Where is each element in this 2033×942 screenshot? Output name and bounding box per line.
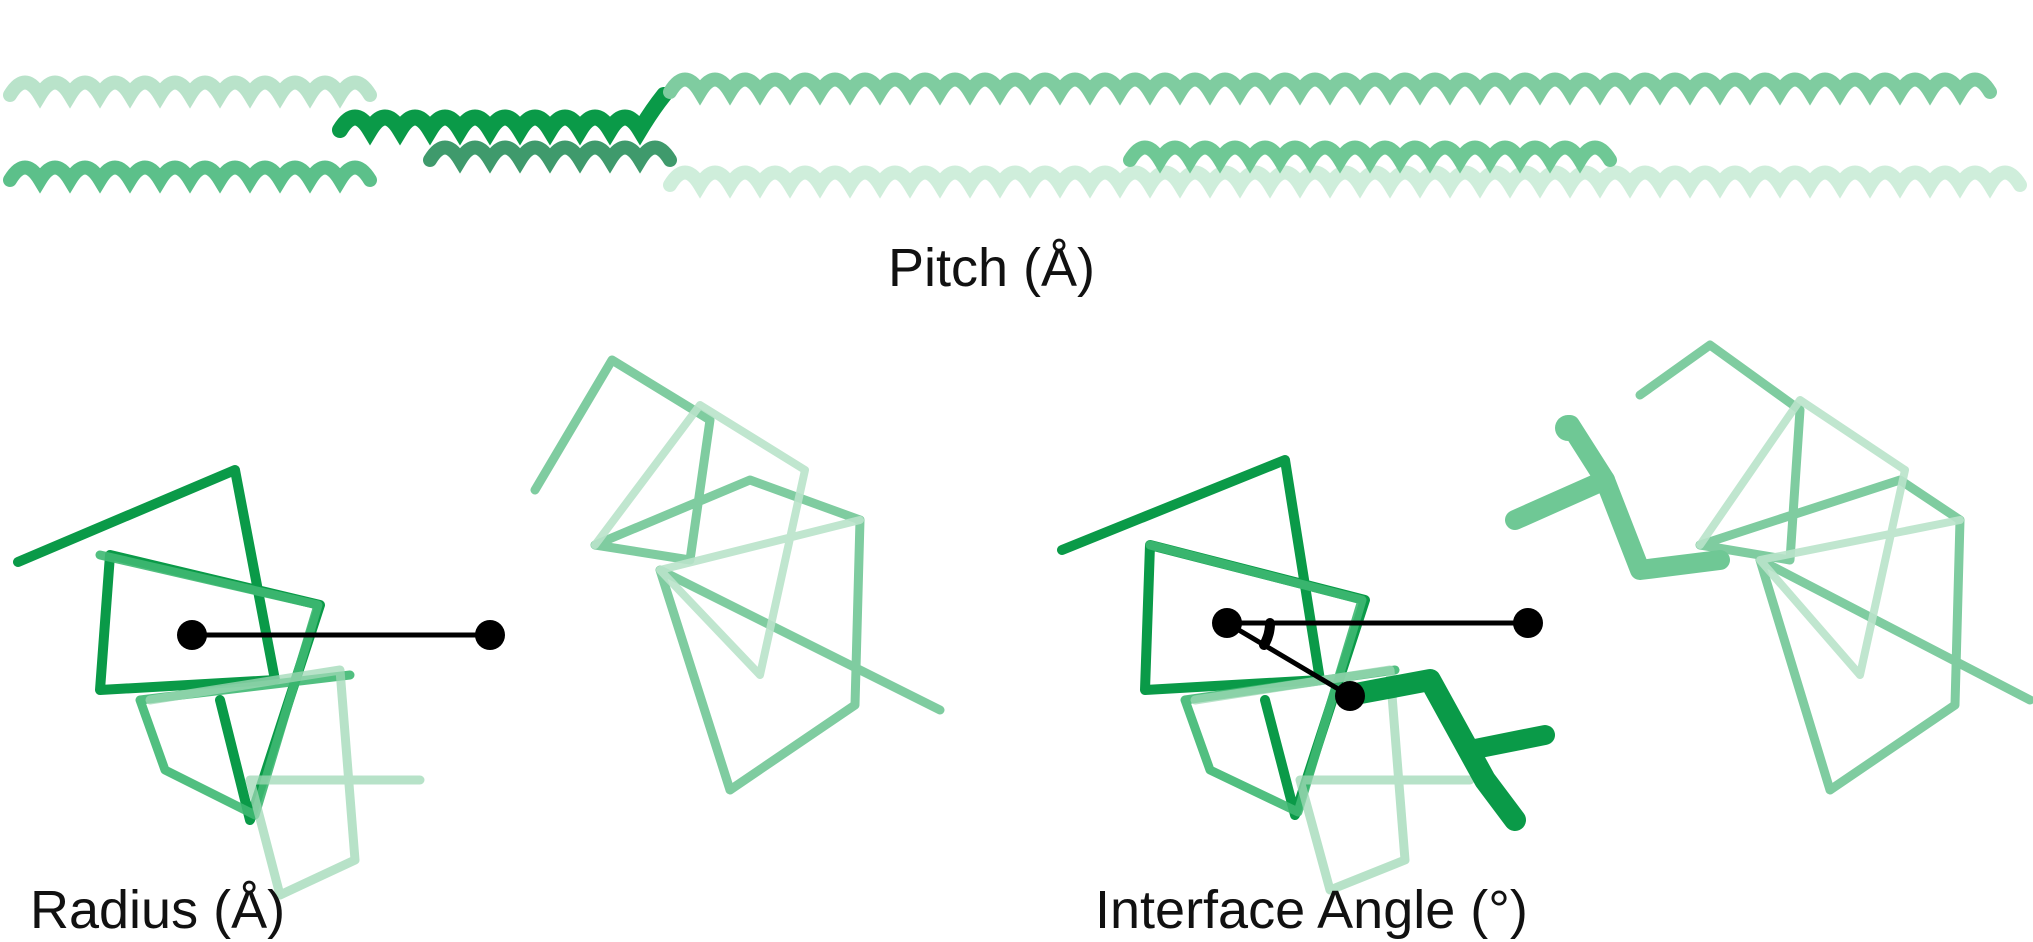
radius-top-view [13, 355, 945, 900]
radius-marker-end [475, 620, 505, 650]
side-chain-left [1339, 669, 1526, 831]
interface-angle-label: Interface Angle (°) [1095, 880, 1528, 940]
angle-marker-end [1513, 608, 1543, 638]
helix-trace-right-2b [1696, 396, 1964, 679]
helix-trace-left-3b [1190, 665, 1475, 895]
pitch-label: Pitch (Å) [888, 238, 1096, 298]
helix-ribbon-b-right [663, 165, 2027, 199]
radius-label: Radius (Å) [30, 880, 286, 940]
side-chain-left-branch [1460, 725, 1555, 760]
side-chain-right [1505, 470, 1730, 580]
helix-trace-right-1 [530, 355, 945, 795]
angle-marker-vertex [1212, 608, 1242, 638]
helix-trace-left-1b [1057, 455, 1370, 820]
helix-ribbon-b-right-overlay [1123, 140, 1617, 174]
interface-angle-line-diagonal [1224, 620, 1353, 699]
helix-trace-left-3 [145, 665, 425, 900]
angle-marker-side-chain [1335, 681, 1365, 711]
helix-trace-right-2 [591, 401, 864, 679]
helix-ribbon-a-right [663, 72, 1997, 106]
helix-ribbon-b-middle [423, 140, 677, 174]
interface-angle-arc [1259, 618, 1276, 650]
side-chain-right-tip [1555, 415, 1581, 441]
helix-ribbon-b-left [3, 160, 377, 194]
interface-angle-top-view [1057, 340, 2033, 895]
radius-marker-start [177, 620, 207, 650]
helix-ribbon-a-highlight [332, 87, 672, 146]
coiled-coil-side-view [3, 72, 2027, 199]
helix-ribbon-a-left [3, 75, 377, 109]
